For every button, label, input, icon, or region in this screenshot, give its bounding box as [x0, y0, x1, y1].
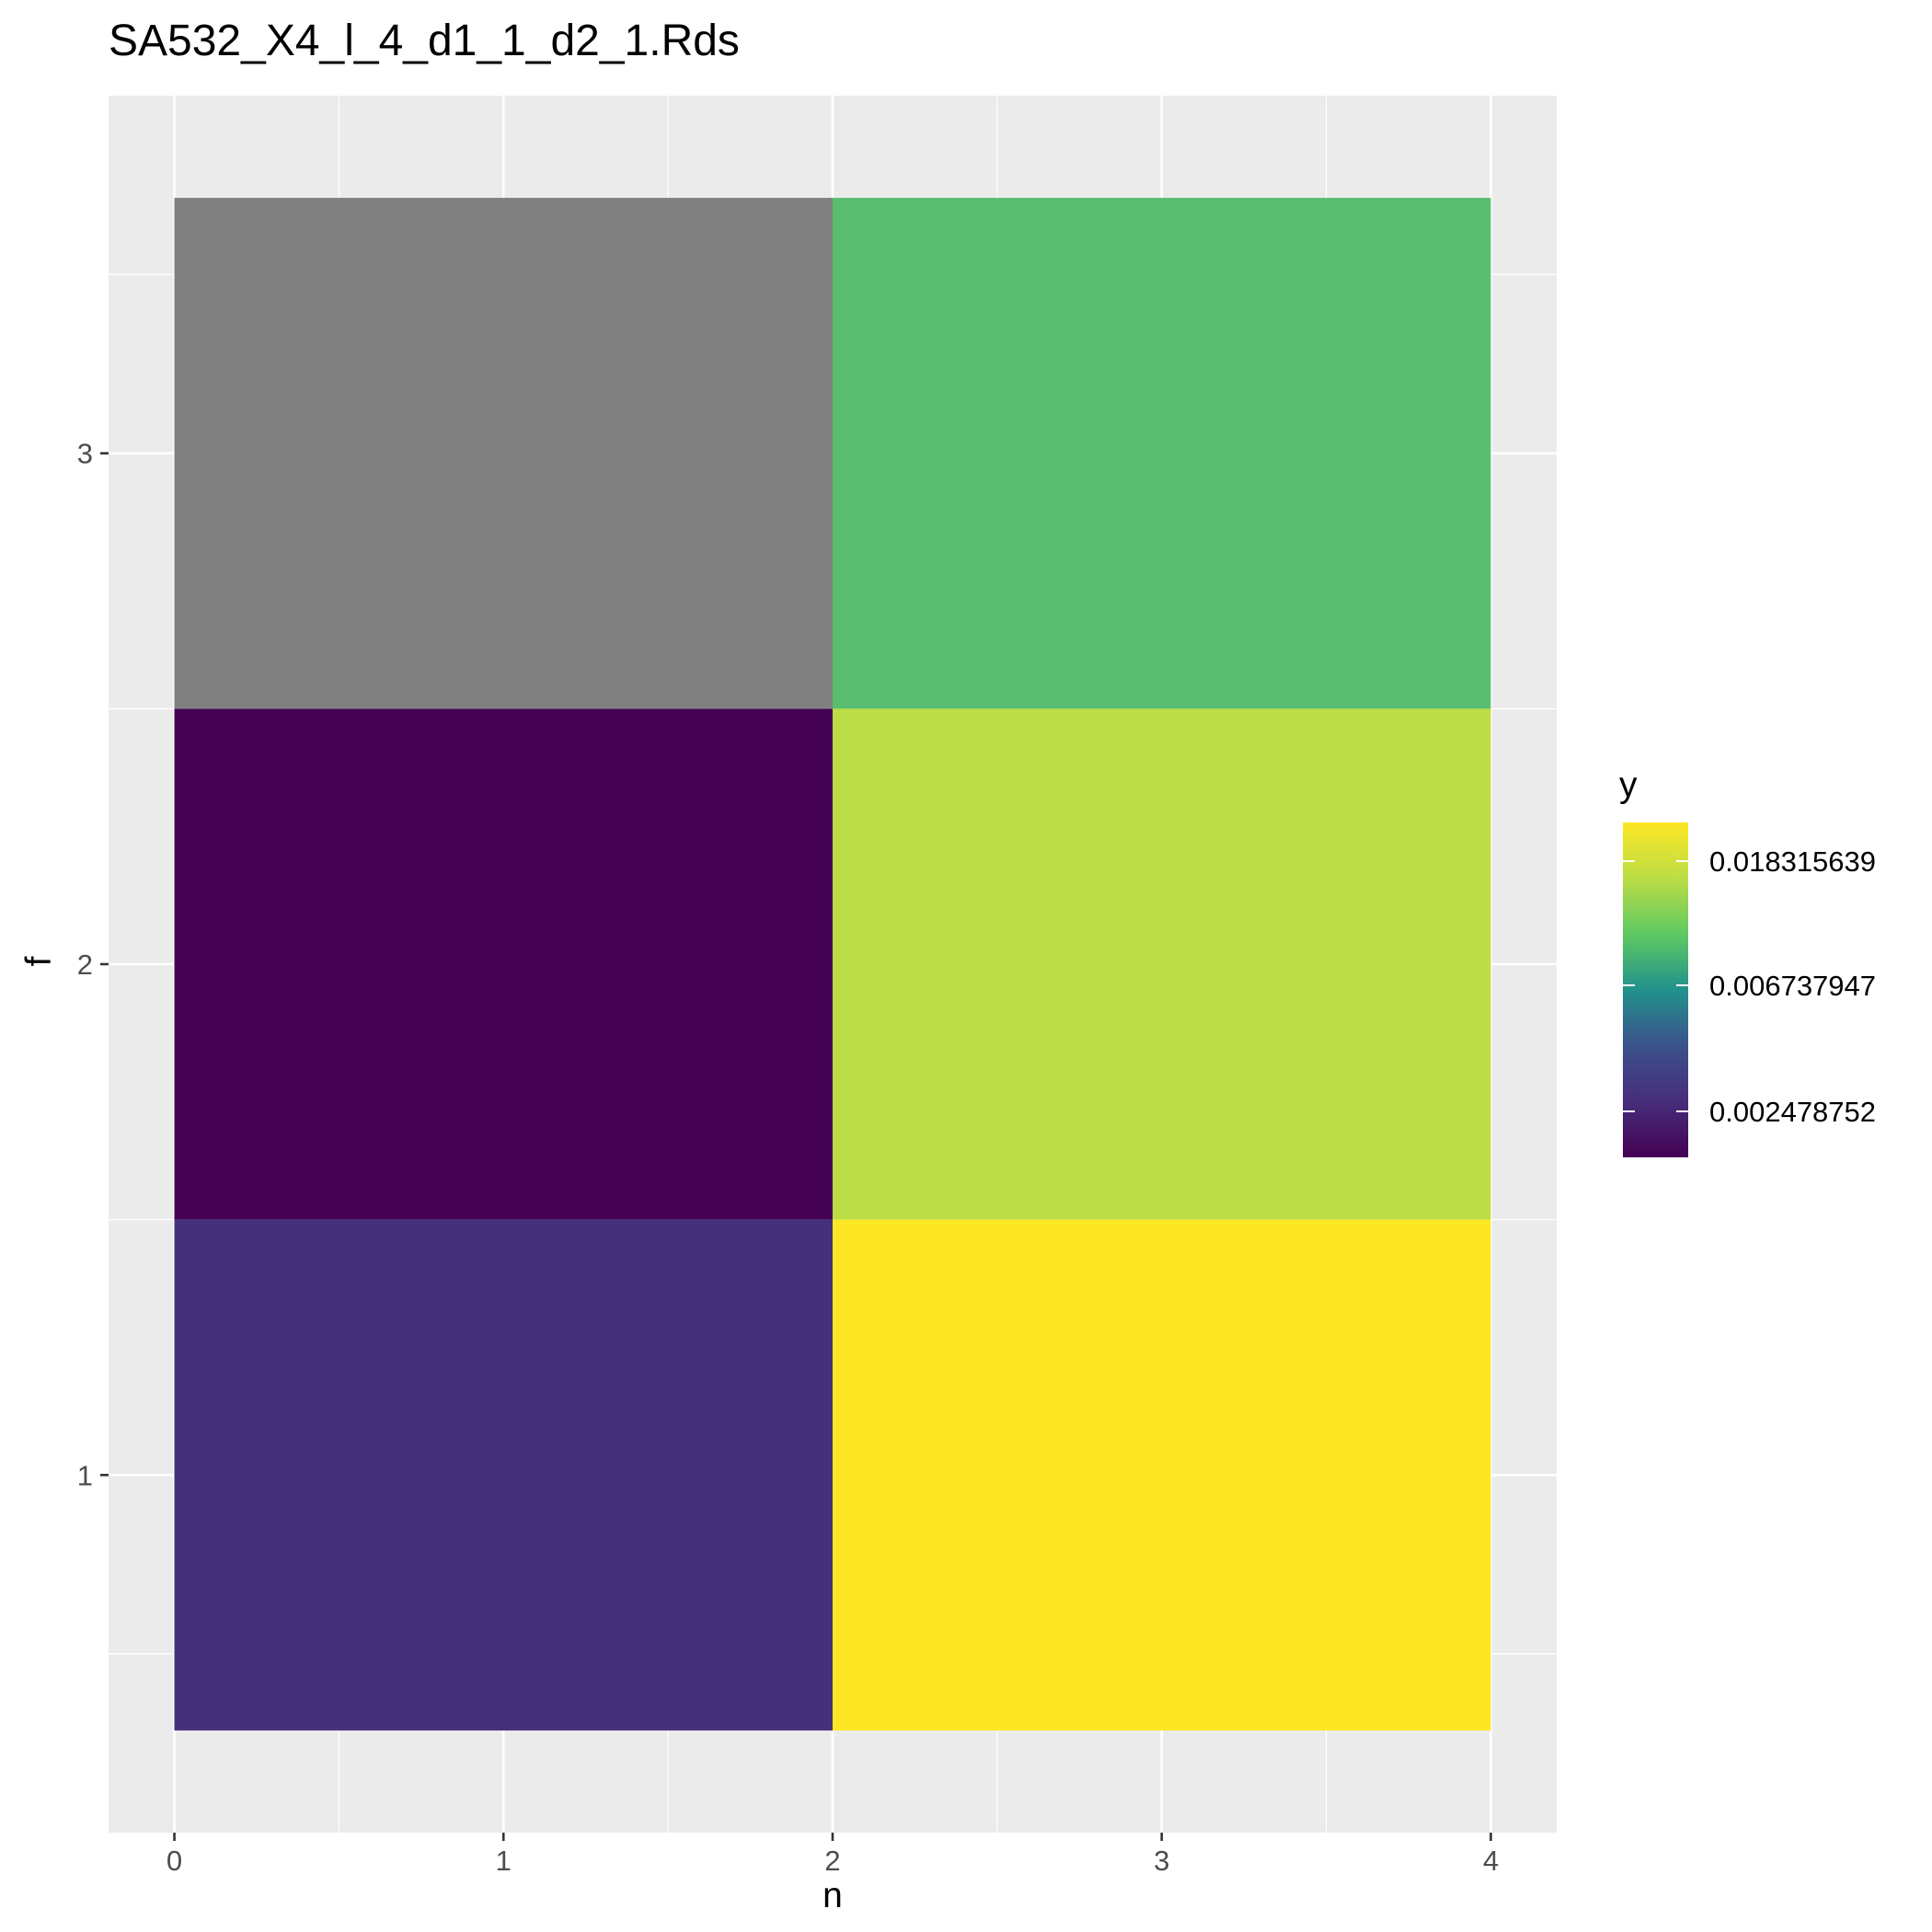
- y-tick-label: 2: [77, 949, 93, 981]
- y-tick-label: 1: [77, 1459, 93, 1491]
- x-tick-label: 3: [1154, 1845, 1169, 1877]
- legend-break-label: 0.002478752: [1709, 1096, 1876, 1128]
- heatmap-cell: [833, 708, 1491, 1220]
- y-tick-label: 3: [77, 438, 93, 470]
- x-axis: 0 1 2 3 4: [167, 1833, 1499, 1877]
- heatmap-cells: [174, 198, 1491, 1731]
- x-tick-label: 4: [1483, 1845, 1499, 1877]
- chart-title: SA532_X4_l_4_d1_1_d2_1.Rds: [109, 17, 740, 65]
- legend-breaks: 0.018315639 0.006737947 0.002478752: [1623, 845, 1876, 1128]
- x-tick-label: 2: [824, 1845, 840, 1877]
- x-axis-title: n: [822, 1876, 843, 1915]
- x-tick-label: 1: [496, 1845, 512, 1877]
- legend-title: y: [1619, 765, 1638, 805]
- heatmap-cell: [833, 1219, 1491, 1731]
- color-legend: y 0.018315639 0.006737947 0.002478752: [1619, 765, 1876, 1157]
- heatmap-cell: [174, 198, 833, 709]
- x-tick-label: 0: [167, 1845, 182, 1877]
- y-axis: 1 2 3: [77, 438, 109, 1491]
- y-axis-title: f: [19, 956, 59, 966]
- heatmap-cell: [174, 708, 833, 1220]
- heatmap-cell: [833, 198, 1491, 709]
- legend-colorbar: [1623, 822, 1688, 1157]
- heatmap-cell: [174, 1219, 833, 1731]
- legend-break-label: 0.006737947: [1709, 970, 1876, 1002]
- legend-break-label: 0.018315639: [1709, 845, 1876, 878]
